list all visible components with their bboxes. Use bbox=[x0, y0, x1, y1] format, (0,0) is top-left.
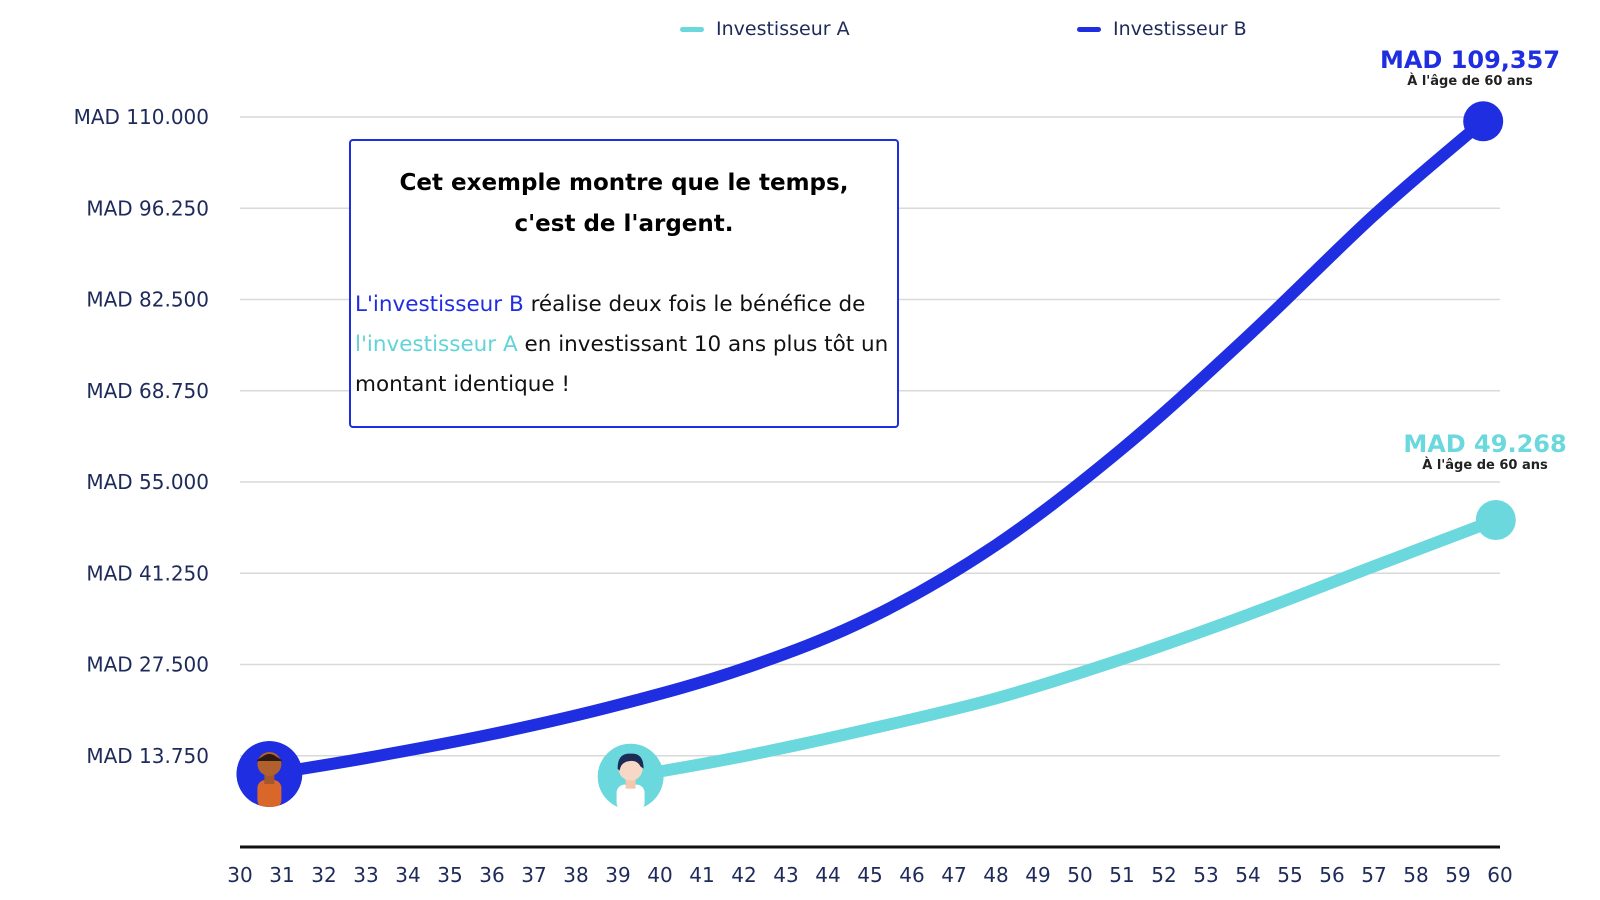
callout-box: Cet exemple montre que le temps, c'est d… bbox=[349, 139, 899, 428]
x-tick-label: 41 bbox=[689, 863, 714, 887]
x-tick-label: 33 bbox=[353, 863, 378, 887]
x-tick-label: 51 bbox=[1109, 863, 1134, 887]
x-tick-label: 59 bbox=[1445, 863, 1470, 887]
x-tick-label: 50 bbox=[1067, 863, 1092, 887]
end-label-investisseur-b: MAD 109,357 À l'âge de 60 ans bbox=[1360, 46, 1580, 90]
end-note-a: À l'âge de 60 ans bbox=[1422, 458, 1548, 473]
legend-item-investisseur-b: Investisseur B bbox=[1077, 14, 1247, 44]
x-tick-label: 55 bbox=[1277, 863, 1302, 887]
y-axis-tick-labels: MAD 13.750 MAD 27.500 MAD 41.250 MAD 55.000… bbox=[74, 105, 209, 768]
end-note-b: À l'âge de 60 ans bbox=[1407, 74, 1533, 89]
end-value-b: MAD 109,357 bbox=[1379, 46, 1561, 74]
x-tick-label: 54 bbox=[1235, 863, 1260, 887]
callout-investor-b-highlight: L'investisseur B bbox=[355, 292, 524, 317]
x-tick-label: 60 bbox=[1487, 863, 1512, 887]
x-tick-label: 37 bbox=[521, 863, 546, 887]
series-line-investisseur-b bbox=[263, 115, 1490, 780]
y-tick-label: MAD 68.750 bbox=[86, 379, 209, 403]
x-tick-label: 53 bbox=[1193, 863, 1218, 887]
x-tick-label: 36 bbox=[479, 863, 504, 887]
legend-label-a: Investisseur A bbox=[716, 18, 850, 40]
callout-body-text-2: en investissant 10 ans plus tôt un monta… bbox=[355, 332, 889, 397]
y-tick-label: MAD 55.000 bbox=[86, 470, 209, 494]
x-axis-tick-labels: 30 31 32 33 34 35 36 37 38 39 40 41 42 43 44 45 46 47 48 49… bbox=[227, 863, 1512, 887]
x-tick-label: 58 bbox=[1403, 863, 1428, 887]
x-tick-label: 39 bbox=[605, 863, 630, 887]
end-point-investisseur-b bbox=[1463, 101, 1504, 142]
legend-swatch-b bbox=[1077, 26, 1101, 32]
x-tick-label: 32 bbox=[311, 863, 336, 887]
x-tick-label: 44 bbox=[815, 863, 840, 887]
investor-b-avatar bbox=[236, 741, 303, 807]
callout-investor-a-highlight: l'investisseur A bbox=[355, 332, 518, 357]
end-value-a: MAD 49.268 bbox=[1403, 430, 1567, 458]
x-tick-label: 56 bbox=[1319, 863, 1344, 887]
series-line-investisseur-a bbox=[624, 514, 1502, 783]
legend-swatch-a bbox=[680, 26, 704, 32]
x-tick-label: 45 bbox=[857, 863, 882, 887]
x-tick-label: 57 bbox=[1361, 863, 1386, 887]
callout-title: Cet exemple montre que le temps, c'est d… bbox=[399, 170, 849, 237]
legend-label-b: Investisseur B bbox=[1113, 18, 1247, 40]
series-markers bbox=[236, 101, 1516, 810]
callout-body: L'investisseur B réalise deux fois le bé… bbox=[355, 285, 893, 405]
x-tick-label: 38 bbox=[563, 863, 588, 887]
x-tick-label: 52 bbox=[1151, 863, 1176, 887]
y-tick-label: MAD 82.500 bbox=[86, 288, 209, 312]
legend-item-investisseur-a: Investisseur A bbox=[680, 14, 850, 44]
x-tick-label: 43 bbox=[773, 863, 798, 887]
series-lines bbox=[263, 115, 1502, 783]
y-tick-label: MAD 110.000 bbox=[74, 105, 209, 129]
y-tick-label: MAD 27.500 bbox=[86, 653, 209, 677]
investor-a-avatar bbox=[597, 743, 664, 810]
x-tick-label: 46 bbox=[899, 863, 924, 887]
x-tick-label: 34 bbox=[395, 863, 420, 887]
y-tick-label: MAD 96.250 bbox=[86, 196, 209, 220]
x-tick-label: 49 bbox=[1025, 863, 1050, 887]
x-tick-label: 47 bbox=[941, 863, 966, 887]
x-tick-label: 48 bbox=[983, 863, 1008, 887]
y-tick-label: MAD 13.750 bbox=[86, 744, 209, 768]
end-point-investisseur-a bbox=[1475, 500, 1516, 541]
y-tick-label: MAD 41.250 bbox=[86, 561, 209, 585]
x-tick-label: 30 bbox=[227, 863, 252, 887]
callout-body-text-1: réalise deux fois le bénéfice de bbox=[523, 292, 866, 317]
x-tick-label: 40 bbox=[647, 863, 672, 887]
x-tick-label: 35 bbox=[437, 863, 462, 887]
x-tick-label: 31 bbox=[269, 863, 294, 887]
x-tick-label: 42 bbox=[731, 863, 756, 887]
end-label-investisseur-a: MAD 49.268 À l'âge de 60 ans bbox=[1375, 430, 1595, 474]
